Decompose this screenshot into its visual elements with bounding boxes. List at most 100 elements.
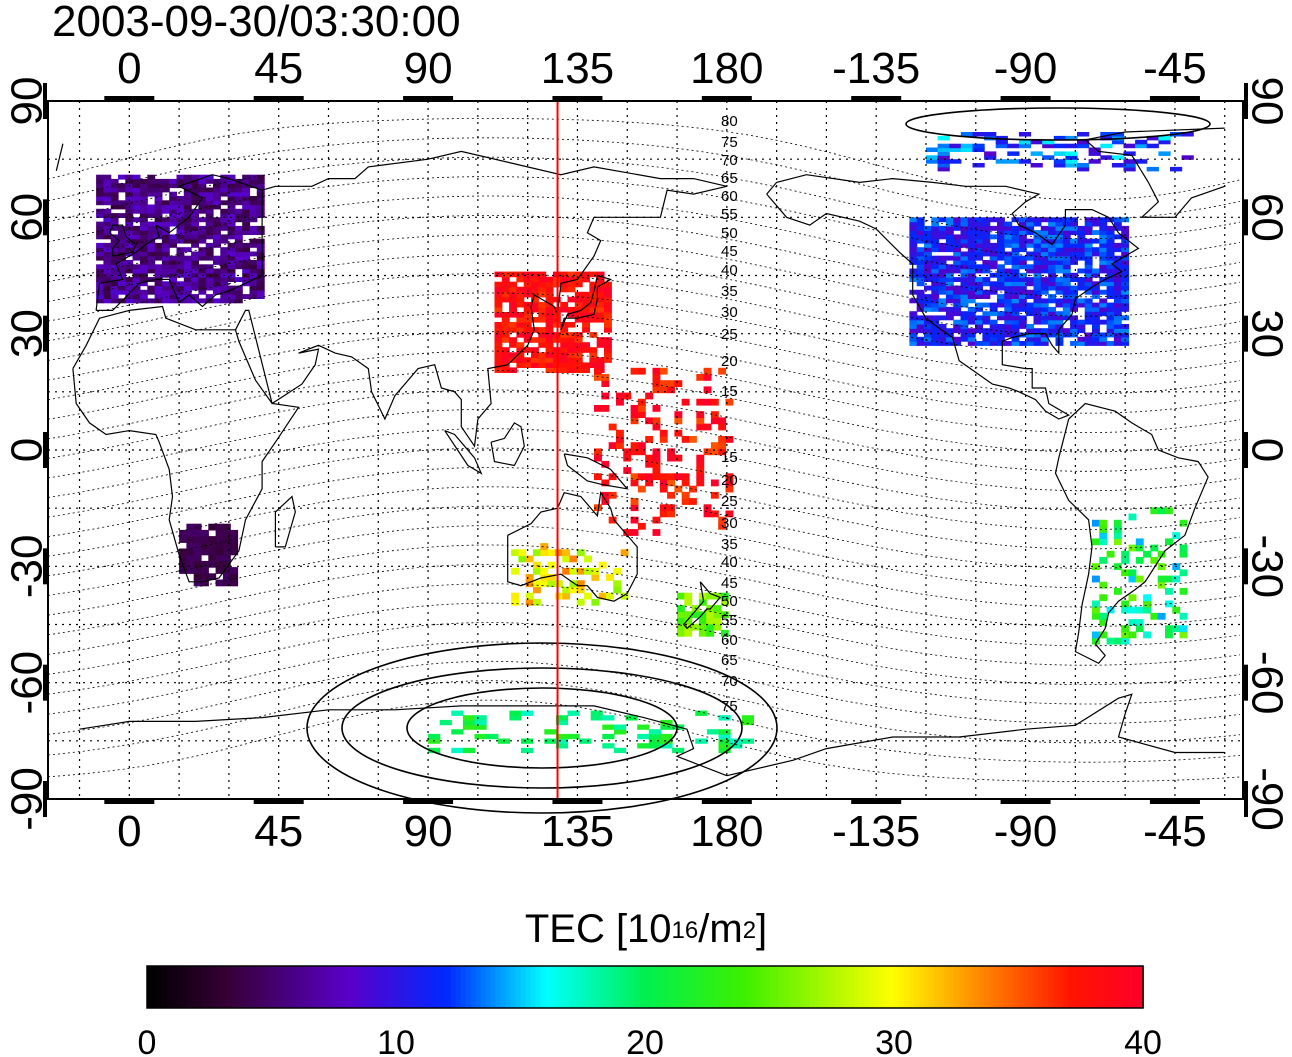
colorbar-segment bbox=[1008, 966, 1015, 1008]
tec-cell bbox=[1123, 151, 1136, 156]
tec-cell bbox=[567, 362, 576, 368]
tec-cell bbox=[1033, 315, 1042, 321]
lat-tick-right: -60 bbox=[1242, 651, 1291, 715]
tec-cell bbox=[562, 555, 571, 563]
colorbar-segment bbox=[560, 966, 567, 1008]
tec-cell bbox=[213, 196, 221, 201]
tec-cell bbox=[567, 357, 576, 363]
tec-cell bbox=[1092, 328, 1100, 334]
tec-cell bbox=[545, 357, 554, 363]
tec-cell bbox=[227, 294, 236, 299]
tec-cell bbox=[242, 281, 251, 287]
tec-cell bbox=[198, 238, 207, 244]
tec-cell bbox=[1121, 272, 1130, 278]
colorbar-segment bbox=[570, 966, 577, 1008]
tec-cell bbox=[1004, 268, 1013, 274]
tec-cell bbox=[538, 286, 547, 293]
tec-cell bbox=[191, 264, 199, 270]
tec-cell bbox=[193, 529, 202, 537]
mag-lat-contour bbox=[47, 622, 1241, 705]
tec-cell bbox=[616, 436, 624, 443]
tec-cell bbox=[103, 200, 112, 206]
tec-cell bbox=[960, 238, 969, 244]
tec-cell bbox=[176, 230, 185, 235]
tec-cell bbox=[916, 302, 925, 308]
colorbar-segment bbox=[923, 966, 930, 1008]
tec-cell bbox=[1121, 285, 1130, 291]
tec-cell bbox=[909, 277, 918, 282]
tec-cell bbox=[1055, 247, 1064, 253]
tec-cell bbox=[439, 719, 452, 726]
tec-cell bbox=[1055, 298, 1064, 304]
tec-cell bbox=[1084, 281, 1093, 287]
tec-cell bbox=[555, 733, 569, 740]
tec-cell bbox=[1099, 311, 1108, 317]
tec-cell bbox=[713, 611, 722, 619]
tec-cell bbox=[1026, 238, 1035, 244]
tec-cell bbox=[118, 174, 126, 180]
tec-cell bbox=[1048, 324, 1056, 329]
tec-cell bbox=[103, 255, 112, 261]
colorbar-segment bbox=[176, 966, 183, 1008]
tec-cell bbox=[193, 536, 202, 543]
tec-cell bbox=[1040, 255, 1049, 261]
tec-cell bbox=[96, 298, 104, 304]
colorbar-segment bbox=[475, 966, 482, 1008]
tec-cell bbox=[924, 336, 932, 342]
tec-cell bbox=[924, 315, 932, 321]
tec-cell bbox=[234, 230, 243, 235]
tec-cell bbox=[545, 337, 554, 343]
tec-cell bbox=[161, 178, 170, 184]
tec-cell bbox=[1018, 242, 1027, 248]
tec-cell bbox=[139, 230, 148, 235]
tec-cell bbox=[931, 260, 940, 265]
tec-cell bbox=[132, 225, 141, 231]
tec-cell bbox=[1055, 315, 1064, 321]
colorbar-segment bbox=[884, 966, 890, 1008]
tec-cell bbox=[562, 586, 571, 594]
mag-lat-contour bbox=[47, 583, 1241, 666]
tec-cell bbox=[1062, 260, 1071, 265]
tec-cell bbox=[147, 255, 156, 261]
lon-tick-top: 0 bbox=[117, 44, 141, 93]
tec-cell bbox=[154, 221, 163, 227]
tec-cell bbox=[161, 289, 170, 295]
tec-cell bbox=[645, 392, 654, 400]
tec-cell bbox=[256, 251, 265, 257]
tec-cell bbox=[1018, 302, 1027, 308]
tec-cell bbox=[220, 225, 229, 231]
tec-cell bbox=[179, 548, 187, 556]
lon-tick-top: 180 bbox=[690, 44, 763, 93]
tec-cell bbox=[1011, 324, 1020, 329]
tec-cell bbox=[1113, 341, 1122, 346]
colorbar-segment bbox=[336, 966, 343, 1008]
tec-cell bbox=[132, 238, 141, 244]
tec-cell bbox=[1004, 255, 1013, 261]
tec-cell bbox=[215, 536, 224, 543]
lat-tick-right: 30 bbox=[1242, 309, 1291, 358]
tec-cell bbox=[96, 221, 104, 227]
tec-cell bbox=[256, 272, 265, 278]
tec-cell bbox=[176, 196, 185, 201]
colorbar-segment bbox=[356, 966, 362, 1008]
tec-cell bbox=[540, 567, 549, 575]
tec-cell bbox=[574, 276, 583, 283]
tec-cell bbox=[1113, 277, 1122, 282]
tec-cell bbox=[1165, 575, 1173, 583]
tec-cell bbox=[1070, 315, 1078, 321]
tec-cell bbox=[494, 281, 503, 288]
tec-cell bbox=[193, 573, 202, 581]
south-mag-pole-contour bbox=[341, 667, 743, 789]
japan-coast bbox=[560, 274, 613, 331]
tec-cell bbox=[96, 200, 104, 206]
tec-cell bbox=[696, 460, 705, 468]
tec-cell bbox=[1128, 594, 1137, 602]
tec-cell bbox=[1113, 285, 1122, 291]
tec-cell bbox=[1111, 132, 1125, 137]
tec-cell bbox=[96, 213, 104, 218]
tec-cell bbox=[937, 147, 950, 152]
tec-cell bbox=[1026, 225, 1035, 231]
colorbar-segment bbox=[595, 966, 601, 1008]
tec-cell bbox=[501, 327, 510, 333]
tec-cell bbox=[659, 485, 668, 493]
